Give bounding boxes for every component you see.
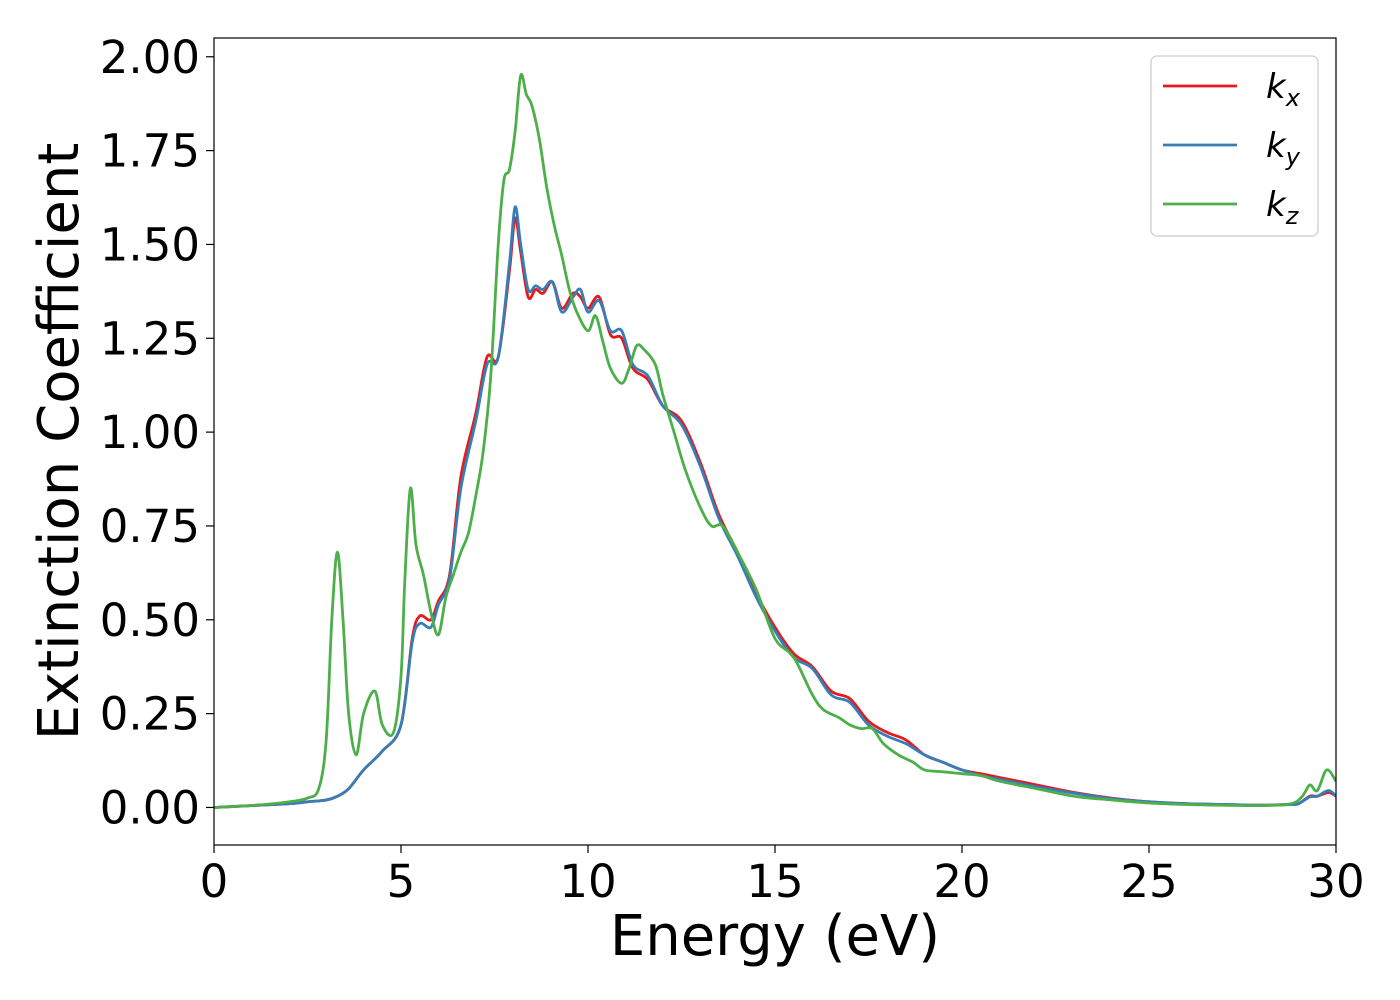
y-axis-label: Extinction Coefficient [27,143,92,741]
y-tick-label: 1.25 [100,312,200,365]
x-tick-label: 15 [746,855,803,908]
y-tick-label: 1.00 [100,406,200,459]
series-line-ky [214,205,1336,809]
y-tick-label: 0.50 [100,594,200,647]
legend-label-kz: kz [1266,185,1300,230]
x-tick-label: 20 [933,855,990,908]
x-axis: 0 5 10 15 20 25 30 [200,845,1365,908]
series-line-kz [214,72,1336,809]
x-tick-label: 10 [559,855,616,908]
legend-label-kx: kx [1266,67,1301,112]
x-tick-label: 0 [200,855,229,908]
legend-label-ky: ky [1266,126,1301,171]
series-line-kx [214,216,1336,809]
y-tick-label: 0.25 [100,688,200,741]
x-tick-label: 30 [1307,855,1364,908]
y-tick-label: 1.50 [100,218,200,271]
x-axis-label: Energy (eV) [610,904,940,969]
y-tick-label: 1.75 [100,125,200,178]
legend: kx ky kz [1150,55,1319,237]
y-tick-label: 0.00 [100,781,200,834]
y-axis: 0.00 0.25 0.50 0.75 1.00 1.25 1.50 1.75 2.00 [100,31,214,834]
x-tick-label: 25 [1120,855,1177,908]
series-layer [214,72,1336,809]
x-tick-label: 5 [387,855,416,908]
y-tick-label: 0.75 [100,500,200,553]
y-tick-label: 2.00 [100,31,200,84]
